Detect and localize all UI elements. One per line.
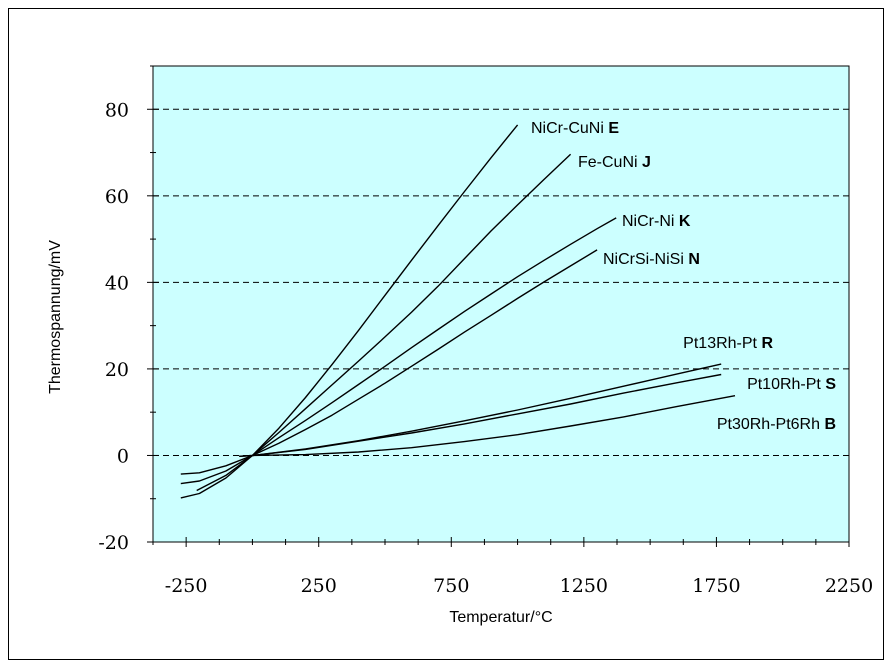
plot-area bbox=[152, 65, 850, 543]
series-labels: NiCr-CuNi E Fe-CuNi J NiCr-Ni K NiCrSi-NiSi… bbox=[531, 120, 836, 433]
x-tick-label: 1250 bbox=[560, 575, 608, 597]
series-name: NiCrSi-NiSi bbox=[603, 251, 688, 268]
series-label-N: NiCrSi-NiSi N bbox=[603, 251, 700, 268]
series-label-J: Fe-CuNi J bbox=[578, 154, 651, 171]
series-label-S: Pt10Rh-Pt S bbox=[747, 376, 836, 393]
series-line-J bbox=[196, 153, 572, 492]
series-line-K bbox=[180, 217, 617, 485]
y-tick-label: 40 bbox=[105, 272, 129, 294]
y-tick-label: 0 bbox=[117, 445, 129, 467]
series-name: NiCr-CuNi bbox=[531, 120, 608, 137]
y-tick-label: 60 bbox=[105, 186, 129, 208]
series-code: S bbox=[825, 376, 836, 393]
x-tick-label: 2250 bbox=[825, 575, 873, 597]
series-lines bbox=[180, 124, 736, 499]
series-name: Pt13Rh-Pt bbox=[683, 335, 761, 352]
x-tick-label: 1750 bbox=[692, 575, 740, 597]
series-label-R: Pt13Rh-Pt R bbox=[683, 335, 773, 352]
series-label-K: NiCr-Ni K bbox=[622, 213, 691, 230]
series-line-B bbox=[252, 395, 736, 457]
axis-ticks: -20 0 20 40 60 80 -250 250 750 1250 1750 2250 bbox=[98, 65, 873, 597]
x-tick-label: 250 bbox=[301, 575, 337, 597]
series-code: K bbox=[679, 213, 691, 230]
x-tick-label: 750 bbox=[433, 575, 469, 597]
series-code: J bbox=[642, 154, 651, 171]
series-line-E bbox=[180, 124, 519, 499]
series-code: R bbox=[761, 335, 773, 352]
series-label-E: NiCr-CuNi E bbox=[531, 120, 619, 137]
x-axis-title: Temperatur/°C bbox=[449, 609, 552, 626]
series-name: NiCr-Ni bbox=[622, 213, 679, 230]
x-tick-label: -250 bbox=[165, 575, 208, 597]
series-name: Pt30Rh-Pt6Rh bbox=[717, 416, 825, 433]
series-code: B bbox=[824, 416, 836, 433]
series-name: Fe-CuNi bbox=[578, 154, 642, 171]
y-tick-label: 80 bbox=[105, 99, 129, 121]
series-label-B: Pt30Rh-Pt6Rh B bbox=[717, 416, 836, 433]
series-name: Pt10Rh-Pt bbox=[747, 376, 825, 393]
series-code: N bbox=[688, 251, 700, 268]
y-tick-label: -20 bbox=[98, 532, 129, 554]
series-line-N bbox=[180, 249, 598, 475]
y-tick-label: 20 bbox=[105, 359, 129, 381]
series-code: E bbox=[608, 120, 619, 137]
y-axis-title: Thermospannung/mV bbox=[47, 240, 64, 394]
series-line-S bbox=[239, 373, 722, 457]
